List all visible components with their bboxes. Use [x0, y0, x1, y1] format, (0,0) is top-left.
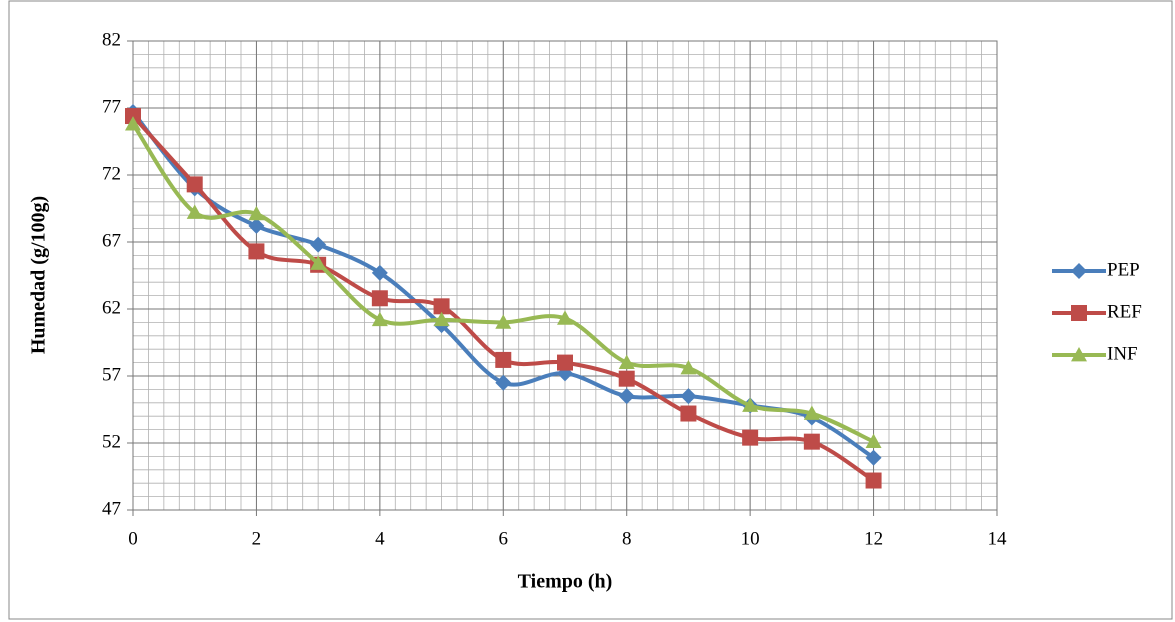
plot-border — [132, 40, 998, 511]
marker — [618, 388, 635, 405]
marker — [865, 472, 882, 489]
marker — [742, 429, 759, 446]
y-tick-label: 47 — [102, 498, 121, 519]
y-tick-label: 62 — [102, 297, 121, 318]
marker — [371, 264, 388, 281]
x-tick-label: 6 — [499, 528, 509, 549]
y-tick-label: 67 — [102, 230, 121, 251]
x-tick-label: 2 — [252, 528, 262, 549]
y-tick-label: 52 — [102, 431, 121, 452]
marker — [618, 354, 635, 369]
marker — [433, 311, 450, 327]
x-tick-label: 0 — [128, 528, 138, 549]
marker — [248, 243, 265, 260]
y-tick-label: 72 — [102, 163, 121, 184]
marker — [618, 370, 635, 387]
legend-label: PEP — [1107, 259, 1140, 280]
x-tick-label: 4 — [375, 528, 385, 549]
marker — [1071, 263, 1087, 279]
marker — [310, 236, 327, 253]
y-tick-label: 82 — [102, 29, 121, 50]
legend-label: REF — [1107, 301, 1142, 322]
marker — [433, 298, 450, 315]
marker — [1071, 347, 1087, 362]
y-tick-label: 57 — [102, 364, 121, 385]
marker — [680, 388, 697, 405]
marker — [248, 217, 265, 234]
marker — [371, 290, 388, 307]
marker — [371, 311, 388, 327]
legend-label: INF — [1107, 343, 1138, 364]
x-axis-title: Tiempo (h) — [518, 571, 613, 593]
marker — [125, 116, 141, 131]
marker — [557, 354, 573, 371]
marker — [680, 405, 697, 422]
x-tick-label: 10 — [741, 528, 760, 549]
marker — [125, 108, 141, 125]
marker — [186, 176, 203, 193]
marker — [186, 204, 203, 219]
marker — [1071, 305, 1087, 321]
marker — [310, 255, 327, 270]
marker — [248, 205, 265, 221]
marker — [803, 433, 820, 450]
x-tick-label: 12 — [864, 528, 883, 549]
marker — [495, 351, 512, 368]
x-tick-label: 8 — [622, 528, 632, 549]
marker — [803, 405, 820, 420]
x-tick-label: 14 — [988, 528, 1008, 549]
marker — [865, 449, 882, 466]
marker — [742, 397, 759, 412]
marker — [865, 433, 882, 449]
y-axis-title: Humedad (g/100g) — [28, 196, 50, 354]
y-tick-label: 77 — [102, 96, 121, 117]
marker — [557, 310, 573, 325]
marker — [680, 359, 697, 375]
marker — [495, 314, 512, 329]
marker — [495, 374, 512, 391]
